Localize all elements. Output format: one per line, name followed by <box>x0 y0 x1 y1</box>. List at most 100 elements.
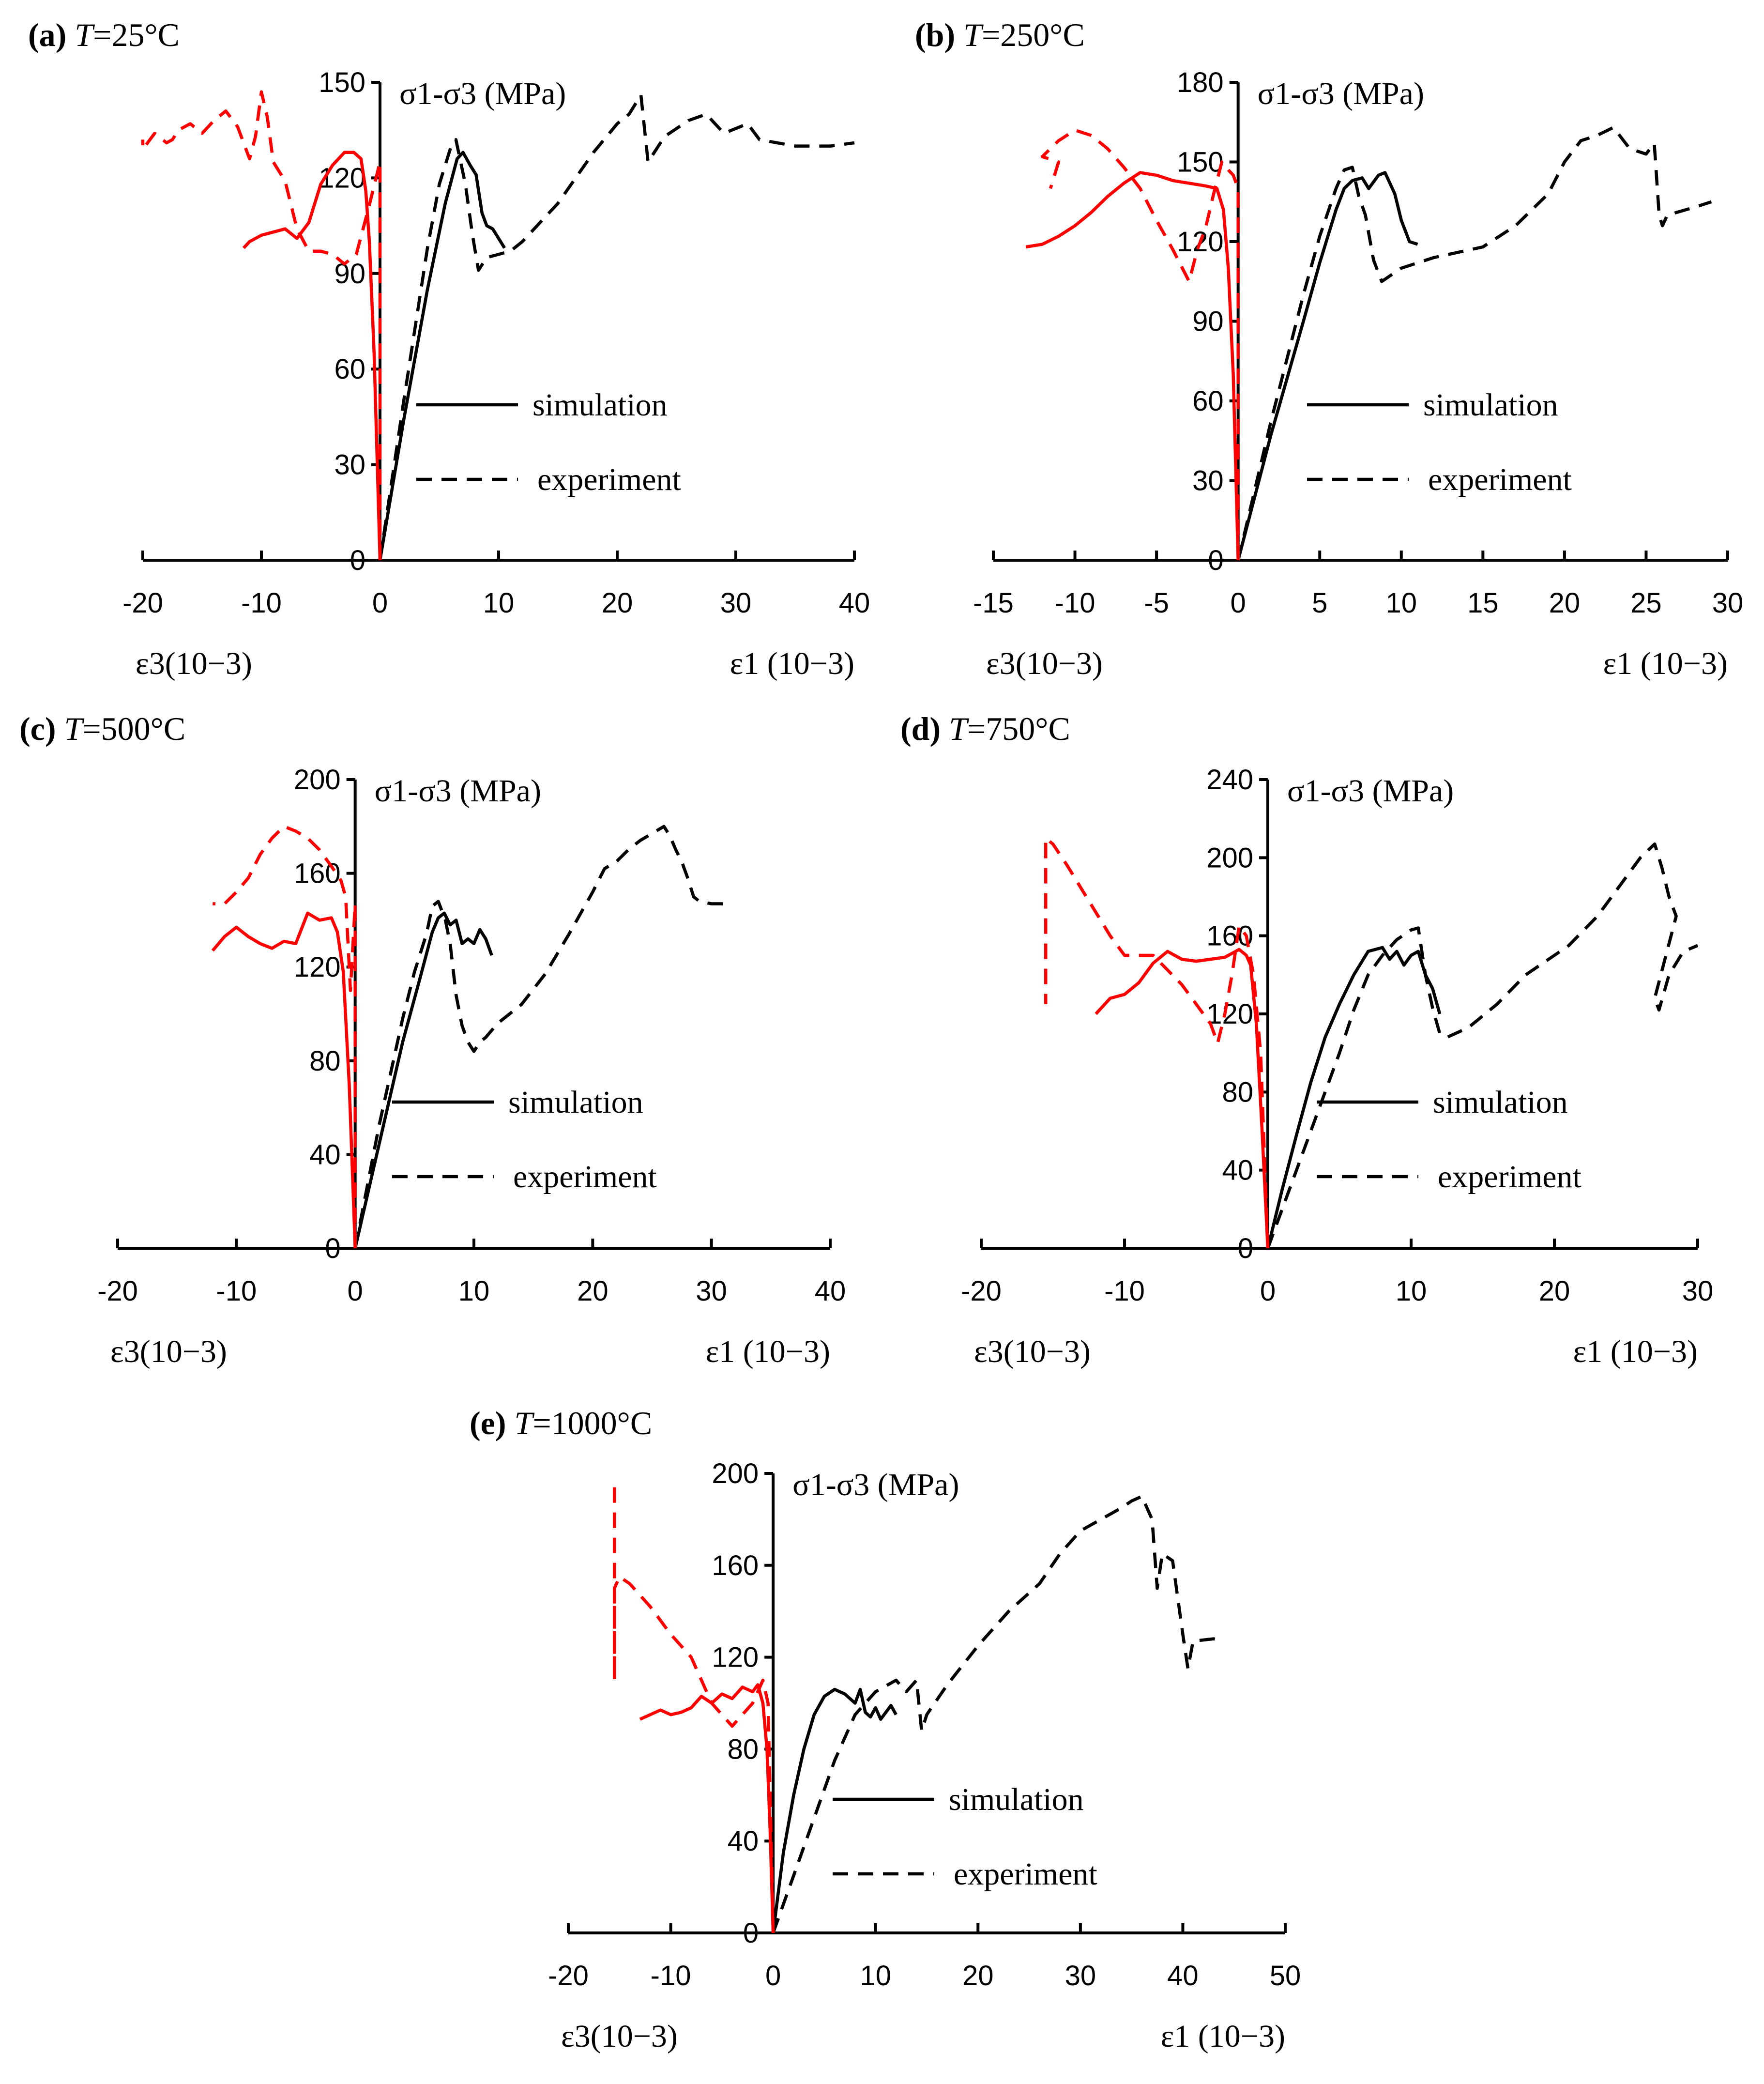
x-tick-label: 10 <box>458 1275 490 1307</box>
experiment-eps3-curve <box>1040 128 1240 560</box>
y-tick-label: 60 <box>1192 385 1224 417</box>
panel-label: (a) <box>28 16 66 53</box>
x-tick-label: 0 <box>765 1960 781 1992</box>
legend-simulation-label: simulation <box>1433 1085 1568 1120</box>
x-tick-label: 40 <box>1167 1960 1199 1992</box>
x-tick-label: 20 <box>1549 587 1581 619</box>
y-axis-label: σ1-σ3 (MPa) <box>792 1467 959 1502</box>
y-tick-label: 120 <box>294 951 341 983</box>
x-tick-label: -20 <box>97 1275 138 1307</box>
x-tick-label: 15 <box>1467 587 1499 619</box>
temperature-label: =750°C <box>967 710 1070 747</box>
panel-title: (c) T=500°C <box>19 710 185 747</box>
y-tick-label: 200 <box>1206 842 1253 873</box>
panel-title: (b) T=250°C <box>915 16 1085 53</box>
simulation-eps3-curve <box>1095 948 1270 1249</box>
experiment-eps3-curve <box>612 1485 775 1933</box>
x-axis-label-left: ε3(10−3) <box>110 1334 227 1369</box>
x-axis-label-left: ε3(10−3) <box>986 646 1103 681</box>
y-tick-label: 0 <box>350 545 365 576</box>
y-tick-label: 80 <box>728 1733 759 1765</box>
y-axis-label: σ1-σ3 (MPa) <box>375 773 541 809</box>
experiment-eps3-curve <box>1044 836 1270 1249</box>
temperature-label: =1000°C <box>532 1405 652 1441</box>
y-tick-label: 180 <box>1177 67 1224 98</box>
y-tick-label: 0 <box>743 1917 759 1949</box>
temperature-label: =250°C <box>982 16 1085 53</box>
panel-label: (b) <box>915 16 955 53</box>
y-tick-label: 0 <box>325 1233 340 1264</box>
temperature-label: =500°C <box>82 710 185 747</box>
legend-experiment-label: experiment <box>537 462 681 497</box>
x-axis-label-left: ε3(10−3) <box>561 2019 678 2054</box>
legend-simulation-label: simulation <box>508 1085 643 1120</box>
y-tick-label: 40 <box>309 1139 341 1170</box>
y-tick-label: 0 <box>1238 1233 1253 1264</box>
x-axis-label-right: ε1 (10−3) <box>1161 2019 1285 2054</box>
y-axis-label: σ1-σ3 (MPa) <box>1287 773 1454 809</box>
panel-title: (d) T=750°C <box>900 710 1070 747</box>
y-tick-label: 60 <box>334 353 365 385</box>
x-tick-label: -15 <box>973 587 1014 619</box>
experiment-eps1-curve <box>378 93 855 561</box>
y-tick-label: 150 <box>319 67 365 98</box>
panel-c: (c) T=500°C -20 -10 0 10 20 30 40 0 40 80 120 160 200… <box>19 710 846 1369</box>
x-tick-label: 30 <box>1682 1275 1714 1307</box>
y-tick-label: 120 <box>712 1642 759 1673</box>
simulation-eps1-curve <box>1236 171 1418 561</box>
panel-label: (d) <box>900 710 941 747</box>
y-tick-label: 90 <box>334 258 365 290</box>
y-axis-label: σ1-σ3 (MPa) <box>1258 76 1424 111</box>
legend-experiment-label: experiment <box>954 1856 1097 1892</box>
x-tick-label: -10 <box>651 1960 691 1992</box>
x-tick-label: 20 <box>602 587 633 619</box>
x-tick-label: -10 <box>241 587 282 619</box>
y-tick-label: 160 <box>294 858 341 889</box>
x-tick-label: -20 <box>548 1960 589 1992</box>
y-tick-label: 200 <box>712 1458 759 1489</box>
x-tick-label: 10 <box>860 1960 891 1992</box>
x-tick-label: 0 <box>372 587 388 619</box>
y-tick-label: 40 <box>728 1825 759 1857</box>
x-tick-label: 40 <box>815 1275 846 1307</box>
experiment-eps1-curve <box>1236 125 1712 561</box>
legend-simulation-label: simulation <box>532 387 668 423</box>
x-tick-label: 25 <box>1630 587 1662 619</box>
x-tick-label: -10 <box>1104 1275 1145 1307</box>
y-tick-label: 120 <box>319 162 365 194</box>
panel-label: (e) <box>470 1405 506 1441</box>
x-tick-label: 30 <box>696 1275 727 1307</box>
x-axis-label-right: ε1 (10−3) <box>1603 646 1728 681</box>
y-tick-label: 120 <box>1206 998 1253 1030</box>
x-tick-label: 10 <box>483 587 515 619</box>
y-tick-label: 90 <box>1192 306 1224 337</box>
x-tick-label: 20 <box>1539 1275 1570 1307</box>
x-tick-label: -20 <box>961 1275 1002 1307</box>
simulation-eps1-curve <box>771 1687 897 1933</box>
experiment-eps1-curve <box>353 825 724 1249</box>
x-tick-label: 0 <box>1260 1275 1276 1307</box>
x-axis-label-right: ε1 (10−3) <box>730 646 854 681</box>
x-axis-label-left: ε3(10−3) <box>136 646 252 681</box>
panel-b: (b) T=250°C-15 -10 -5 0 5 10 15 20 25 30030609012… <box>915 16 1743 681</box>
simulation-eps1-curve <box>353 911 493 1249</box>
y-tick-label: 200 <box>294 764 341 796</box>
x-tick-label: 40 <box>839 587 870 619</box>
experiment-eps1-curve <box>1266 842 1699 1249</box>
y-tick-label: 160 <box>712 1550 759 1581</box>
x-tick-label: 20 <box>962 1960 994 1992</box>
y-axis-label: σ1-σ3 (MPa) <box>399 76 566 111</box>
x-tick-label: 30 <box>720 587 752 619</box>
x-axis-label-right: ε1 (10−3) <box>706 1334 830 1369</box>
y-tick-label: 240 <box>1206 764 1253 796</box>
simulation-eps3-curve <box>639 1683 775 1933</box>
x-tick-label: 30 <box>1065 1960 1096 1992</box>
y-tick-label: 30 <box>334 449 365 481</box>
x-tick-label: 0 <box>348 1275 363 1307</box>
legend-simulation-label: simulation <box>1423 387 1558 423</box>
y-tick-label: 80 <box>309 1045 341 1077</box>
temperature-label: =25°C <box>93 16 180 53</box>
panel-title: (a) T=25°C <box>28 16 180 53</box>
x-tick-label: -10 <box>216 1275 257 1307</box>
y-tick-label: 40 <box>1222 1155 1253 1186</box>
